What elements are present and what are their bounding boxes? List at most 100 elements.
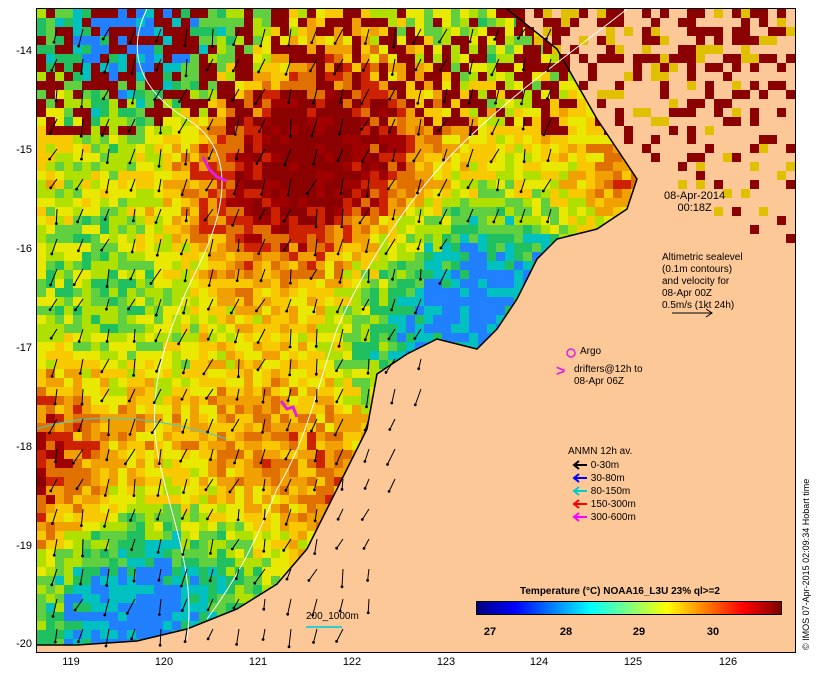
sst-cell bbox=[397, 225, 406, 234]
sst-cell bbox=[361, 324, 370, 333]
sst-cell bbox=[109, 234, 118, 243]
sst-cell bbox=[397, 234, 406, 243]
sst-cell bbox=[100, 396, 109, 405]
sst-cell bbox=[496, 90, 505, 99]
sst-cell bbox=[478, 315, 487, 324]
sst-cell bbox=[307, 252, 316, 261]
sst-cell bbox=[424, 225, 433, 234]
sst-cell bbox=[388, 351, 397, 360]
sst-cell bbox=[199, 477, 208, 486]
sst-cell bbox=[208, 270, 217, 279]
sst-cell bbox=[397, 243, 406, 252]
sst-cell bbox=[190, 495, 199, 504]
sst-cell bbox=[406, 288, 415, 297]
sst-cell bbox=[262, 162, 271, 171]
sst-cell bbox=[253, 432, 262, 441]
sst-cell bbox=[388, 18, 397, 27]
sst-cell bbox=[325, 90, 334, 99]
sst-cell bbox=[145, 9, 154, 18]
sst-cell bbox=[136, 117, 145, 126]
sst-cell bbox=[424, 90, 433, 99]
sst-cell bbox=[262, 189, 271, 198]
sst-cell bbox=[469, 288, 478, 297]
sst-cell bbox=[433, 216, 442, 225]
sst-cell bbox=[379, 135, 388, 144]
sst-cell bbox=[352, 99, 361, 108]
sst-cell bbox=[118, 441, 127, 450]
sst-cell bbox=[514, 63, 523, 72]
sst-cell bbox=[271, 306, 280, 315]
sst-cell bbox=[244, 135, 253, 144]
sst-cell bbox=[244, 288, 253, 297]
sst-cell bbox=[541, 153, 550, 162]
sst-cell bbox=[100, 90, 109, 99]
sst-cell bbox=[37, 450, 46, 459]
sst-cell bbox=[460, 297, 469, 306]
sst-cell bbox=[172, 306, 181, 315]
sst-cell bbox=[109, 90, 118, 99]
sst-cell bbox=[280, 243, 289, 252]
sst-cell bbox=[226, 360, 235, 369]
sst-cell bbox=[451, 72, 460, 81]
sst-cell bbox=[163, 486, 172, 495]
sst-cell bbox=[100, 243, 109, 252]
sst-cell bbox=[487, 315, 496, 324]
sst-cell bbox=[343, 315, 352, 324]
sst-cell bbox=[262, 468, 271, 477]
sst-cell bbox=[217, 378, 226, 387]
sst-cell bbox=[352, 441, 361, 450]
sst-cell bbox=[190, 504, 199, 513]
sst-cell bbox=[577, 189, 586, 198]
sst-cell bbox=[37, 234, 46, 243]
sst-cell bbox=[370, 324, 379, 333]
sst-cell bbox=[217, 144, 226, 153]
sst-cell bbox=[433, 288, 442, 297]
sst-cell bbox=[118, 378, 127, 387]
sst-cell bbox=[595, 153, 604, 162]
sst-cell bbox=[487, 99, 496, 108]
sst-cell bbox=[289, 117, 298, 126]
sst-cell bbox=[73, 405, 82, 414]
sst-cell bbox=[586, 216, 595, 225]
sst-cell bbox=[100, 369, 109, 378]
sst-cell bbox=[55, 18, 64, 27]
sst-cell bbox=[307, 171, 316, 180]
sst-cell bbox=[298, 126, 307, 135]
sst-cell bbox=[118, 423, 127, 432]
sst-cell bbox=[217, 477, 226, 486]
sst-cell bbox=[235, 513, 244, 522]
sst-cell bbox=[262, 297, 271, 306]
sst-cell bbox=[451, 45, 460, 54]
sst-cell bbox=[253, 333, 262, 342]
sst-cell bbox=[271, 243, 280, 252]
sst-cell bbox=[109, 243, 118, 252]
sst-cell bbox=[460, 243, 469, 252]
sst-cell bbox=[559, 207, 568, 216]
sst-cell bbox=[541, 171, 550, 180]
sst-cell bbox=[217, 342, 226, 351]
sst-cell bbox=[415, 99, 424, 108]
sst-cell bbox=[109, 306, 118, 315]
sst-cell bbox=[271, 495, 280, 504]
sst-cell bbox=[190, 324, 199, 333]
sst-cell bbox=[343, 378, 352, 387]
sst-cell bbox=[298, 81, 307, 90]
sst-cell bbox=[586, 171, 595, 180]
sst-cell bbox=[235, 414, 244, 423]
sst-cell bbox=[289, 81, 298, 90]
sst-cell bbox=[397, 27, 406, 36]
sst-cell bbox=[163, 468, 172, 477]
map-frame[interactable] bbox=[36, 8, 796, 653]
sst-cell bbox=[370, 180, 379, 189]
sst-cell bbox=[532, 144, 541, 153]
sst-cell bbox=[82, 162, 91, 171]
sst-cell bbox=[73, 180, 82, 189]
sst-cell bbox=[163, 450, 172, 459]
sst-cell bbox=[316, 207, 325, 216]
sst-cell bbox=[280, 522, 289, 531]
sst-cell bbox=[46, 243, 55, 252]
sst-cell bbox=[199, 99, 208, 108]
sst-cell bbox=[82, 333, 91, 342]
sst-cell bbox=[46, 477, 55, 486]
sst-cell bbox=[64, 468, 73, 477]
